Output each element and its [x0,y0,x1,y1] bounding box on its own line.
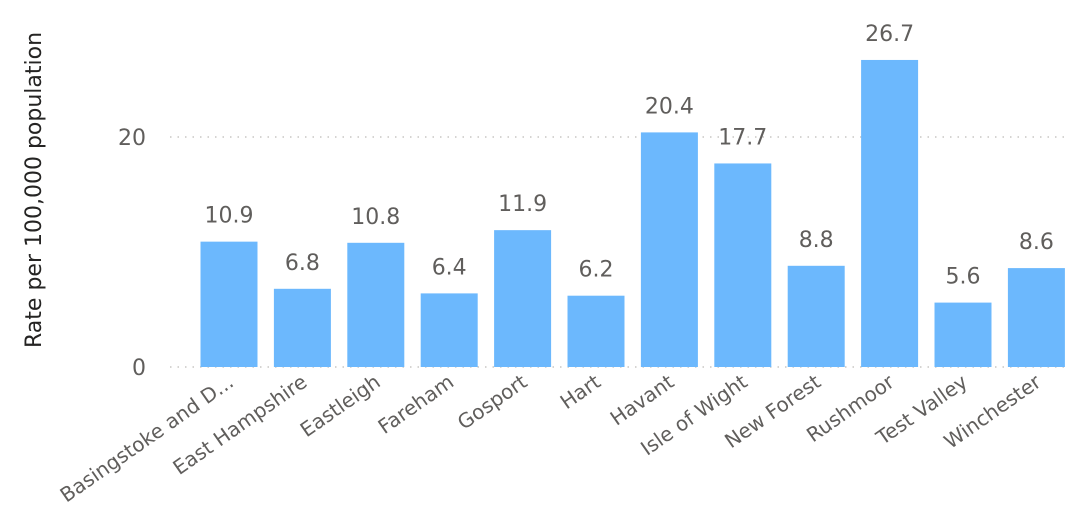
data-label: 6.4 [432,255,467,280]
y-tick-label: 20 [118,126,146,151]
bar [1007,268,1065,367]
x-tick-label: Hart [556,369,605,414]
bar [714,163,772,367]
bars [200,59,1065,367]
bar [494,230,552,367]
data-label: 8.6 [1019,230,1054,255]
bar [640,132,698,367]
data-label: 17.7 [718,125,767,150]
bar [273,288,331,367]
x-tick-label: Eastleigh [296,369,385,441]
bar [567,295,625,367]
data-label: 5.6 [946,265,981,290]
data-label: 20.4 [645,94,694,119]
y-axis-label: Rate per 100,000 population [22,32,47,348]
data-label: 8.8 [799,228,834,253]
data-label: 6.2 [579,258,614,283]
bar [347,242,405,367]
x-tick-label: Fareham [373,369,458,438]
x-tick-label: Gosport [453,369,532,434]
bar [861,59,919,367]
data-label: 10.8 [351,205,400,230]
y-tick-label: 0 [132,356,146,381]
data-labels: 10.9 6.8 10.8 6.4 11.9 6.2 20.4 17.7 8.8 26.7 5.6 8… [205,22,1054,290]
data-label: 26.7 [865,22,914,47]
bar [787,265,845,367]
bar [934,302,992,367]
x-axis-ticks: Basingstoke and D...East HampshireEastle… [56,369,1046,507]
data-label: 6.8 [285,251,320,276]
bar [200,241,258,367]
data-label: 11.9 [498,192,547,217]
y-axis-ticks: 0 20 [118,126,146,381]
x-tick-label: East Hampshire [168,369,311,479]
bar [420,293,478,367]
data-label: 10.9 [205,204,254,229]
